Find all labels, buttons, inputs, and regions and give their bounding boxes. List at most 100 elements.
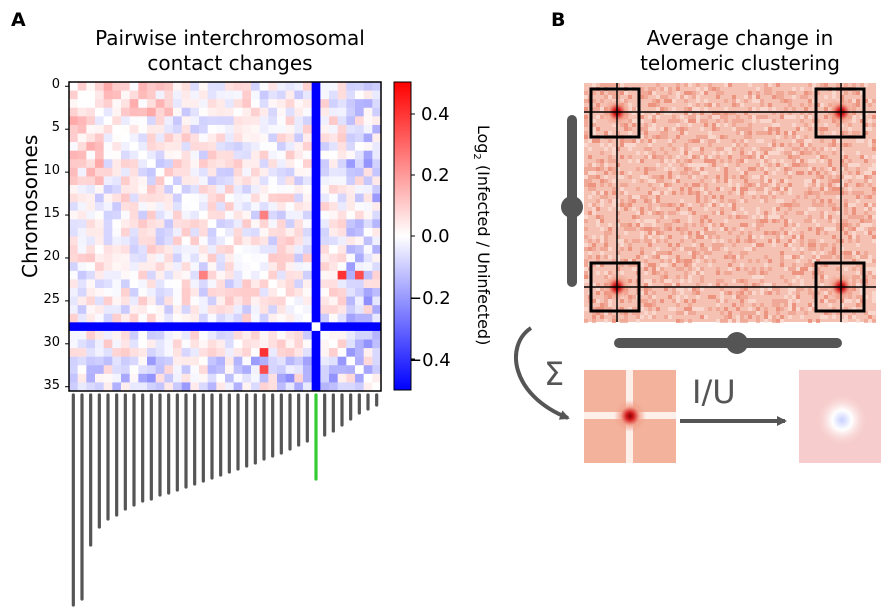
- heatmap-cell: [225, 270, 235, 280]
- noise-pixel: [596, 307, 600, 311]
- noise-pixel: [664, 135, 668, 139]
- heatmap-cell: [372, 288, 382, 297]
- noise-pixel: [808, 207, 812, 211]
- heatmap-cell: [181, 193, 191, 203]
- noise-pixel: [676, 127, 680, 131]
- heatmap-cell: [346, 270, 356, 280]
- noise-pixel: [692, 239, 696, 243]
- heatmap-cell: [329, 202, 339, 212]
- noise-pixel: [664, 183, 668, 187]
- heatmap-cell: [95, 339, 105, 349]
- heatmap-cell: [103, 322, 113, 332]
- noise-pixel: [644, 283, 648, 287]
- noise-pixel: [676, 227, 680, 231]
- heatmap-cell: [207, 202, 217, 212]
- noise-pixel: [728, 291, 732, 295]
- heatmap-cell: [277, 124, 287, 134]
- noise-pixel: [728, 183, 732, 187]
- heatmap-cell: [207, 210, 217, 220]
- heatmap-cell: [207, 373, 217, 383]
- noise-pixel: [772, 303, 776, 307]
- noise-pixel: [644, 235, 648, 239]
- noise-pixel: [756, 95, 760, 99]
- noise-pixel: [776, 95, 780, 99]
- noise-pixel: [708, 191, 712, 195]
- noise-pixel: [696, 191, 700, 195]
- noise-pixel: [740, 199, 744, 203]
- noise-pixel: [764, 255, 768, 259]
- noise-pixel: [836, 267, 840, 271]
- noise-pixel: [732, 187, 736, 191]
- heatmap-cell: [311, 373, 321, 383]
- heatmap-cell: [164, 159, 174, 169]
- heatmap-y-tick-label: 20: [43, 248, 60, 264]
- noise-pixel: [776, 147, 780, 151]
- noise-pixel: [780, 115, 784, 119]
- noise-pixel: [620, 271, 624, 275]
- noise-pixel: [812, 191, 816, 195]
- heatmap-cell: [112, 322, 122, 332]
- heatmap-cell: [311, 82, 321, 91]
- heatmap-cell: [138, 356, 148, 366]
- noise-pixel: [820, 299, 824, 303]
- heatmap-cell: [207, 322, 217, 332]
- heatmap-cell: [363, 253, 373, 263]
- noise-pixel: [776, 131, 780, 135]
- heatmap-cell: [103, 270, 113, 280]
- noise-pixel: [708, 247, 712, 251]
- heatmap-cell: [138, 116, 148, 126]
- heatmap-cell: [337, 279, 347, 289]
- noise-pixel: [760, 167, 764, 171]
- noise-pixel: [744, 111, 748, 115]
- heatmap-cell: [121, 193, 131, 203]
- heatmap-cell: [181, 330, 191, 340]
- noise-pixel: [584, 167, 588, 171]
- heatmap-cell: [121, 339, 131, 349]
- heatmap-cell: [103, 253, 113, 263]
- noise-pixel: [844, 219, 848, 223]
- heatmap-cell: [259, 167, 269, 177]
- noise-pixel: [604, 299, 608, 303]
- heatmap-cell: [303, 322, 313, 332]
- noise-pixel: [624, 99, 628, 103]
- noise-pixel: [644, 267, 648, 271]
- heatmap-cell: [129, 262, 139, 272]
- noise-pixel: [660, 259, 664, 263]
- heatmap-cell: [294, 202, 304, 212]
- noise-pixel: [844, 251, 848, 255]
- noise-pixel: [792, 247, 796, 251]
- heatmap-cell: [121, 305, 131, 315]
- noise-pixel: [860, 303, 864, 307]
- noise-pixel: [788, 203, 792, 207]
- noise-pixel: [728, 155, 732, 159]
- heatmap-cell: [147, 365, 157, 375]
- heatmap-cell: [181, 167, 191, 177]
- noise-pixel: [804, 183, 808, 187]
- noise-pixel: [644, 91, 648, 95]
- noise-pixel: [860, 227, 864, 231]
- heatmap-cell: [181, 159, 191, 169]
- heatmap-cell: [233, 322, 243, 332]
- noise-pixel: [812, 239, 816, 243]
- noise-pixel: [732, 243, 736, 247]
- noise-pixel: [840, 319, 844, 323]
- heatmap-cell: [251, 185, 261, 194]
- heatmap-cell: [355, 245, 365, 255]
- noise-pixel: [852, 231, 856, 235]
- heatmap-cell: [155, 142, 165, 152]
- noise-pixel: [868, 315, 872, 319]
- noise-pixel: [612, 199, 616, 203]
- heatmap-cell: [233, 236, 243, 246]
- noise-pixel: [776, 187, 780, 191]
- heatmap-cell: [303, 124, 313, 134]
- noise-pixel: [852, 207, 856, 211]
- heatmap-cell: [95, 219, 105, 229]
- telomere-boxes: [589, 87, 866, 313]
- heatmap-cell: [69, 262, 79, 272]
- heatmap-cell: [285, 159, 295, 169]
- noise-pixel: [660, 175, 664, 179]
- noise-pixel: [712, 259, 716, 263]
- noise-pixel: [700, 187, 704, 191]
- noise-pixel: [676, 219, 680, 223]
